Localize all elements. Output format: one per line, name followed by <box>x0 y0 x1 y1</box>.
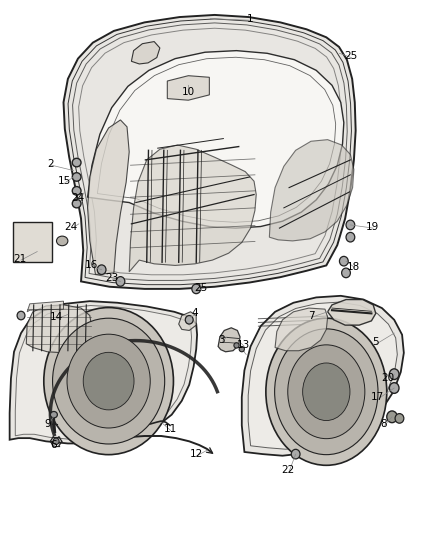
Text: 6: 6 <box>50 440 57 450</box>
Text: 1: 1 <box>246 14 253 23</box>
Ellipse shape <box>53 318 165 444</box>
Text: 7: 7 <box>307 311 314 320</box>
Ellipse shape <box>387 411 397 423</box>
Ellipse shape <box>339 256 348 266</box>
Polygon shape <box>269 140 354 241</box>
Ellipse shape <box>389 383 399 393</box>
Ellipse shape <box>192 284 201 294</box>
Ellipse shape <box>67 334 150 428</box>
Polygon shape <box>248 302 397 449</box>
Text: 17: 17 <box>371 392 384 402</box>
Text: 9: 9 <box>44 419 51 429</box>
Polygon shape <box>88 51 344 228</box>
Polygon shape <box>26 305 92 353</box>
Text: 22: 22 <box>282 465 295 475</box>
Polygon shape <box>179 312 196 330</box>
Ellipse shape <box>57 236 68 246</box>
Text: 20: 20 <box>381 374 394 383</box>
Ellipse shape <box>72 199 81 208</box>
Ellipse shape <box>346 220 355 230</box>
FancyBboxPatch shape <box>13 222 52 262</box>
Ellipse shape <box>303 363 350 421</box>
Ellipse shape <box>116 277 125 286</box>
Polygon shape <box>131 42 160 64</box>
Text: 24: 24 <box>71 193 85 203</box>
Text: 2: 2 <box>47 159 54 168</box>
Ellipse shape <box>342 268 350 278</box>
Polygon shape <box>275 308 328 351</box>
Text: 12: 12 <box>190 449 203 459</box>
Ellipse shape <box>50 411 57 418</box>
Polygon shape <box>15 305 191 439</box>
Text: 24: 24 <box>64 222 78 231</box>
Text: 16: 16 <box>85 261 98 270</box>
Polygon shape <box>88 120 129 274</box>
Text: 14: 14 <box>49 312 63 322</box>
Polygon shape <box>10 301 197 443</box>
Text: 4: 4 <box>191 309 198 318</box>
Ellipse shape <box>185 316 193 324</box>
Ellipse shape <box>53 438 59 445</box>
Ellipse shape <box>291 449 300 459</box>
Text: 13: 13 <box>237 341 250 350</box>
Polygon shape <box>328 300 376 325</box>
Polygon shape <box>242 296 404 456</box>
Ellipse shape <box>234 343 239 348</box>
Text: 25: 25 <box>344 51 357 61</box>
Text: 10: 10 <box>182 87 195 96</box>
Polygon shape <box>167 76 209 100</box>
Text: 21: 21 <box>13 254 26 263</box>
Ellipse shape <box>346 232 355 242</box>
Ellipse shape <box>395 414 404 423</box>
Ellipse shape <box>72 187 81 195</box>
Ellipse shape <box>389 369 399 379</box>
Polygon shape <box>218 328 240 352</box>
Text: 19: 19 <box>366 222 379 231</box>
Ellipse shape <box>44 308 173 455</box>
Ellipse shape <box>97 265 106 274</box>
Ellipse shape <box>72 158 81 167</box>
Ellipse shape <box>72 173 81 181</box>
Text: 3: 3 <box>218 335 225 345</box>
Text: 15: 15 <box>58 176 71 186</box>
Text: 8: 8 <box>380 419 387 429</box>
Polygon shape <box>129 145 256 272</box>
Polygon shape <box>27 301 64 312</box>
Text: 11: 11 <box>163 424 177 434</box>
Text: 25: 25 <box>194 283 207 293</box>
Ellipse shape <box>83 352 134 410</box>
Ellipse shape <box>239 346 244 352</box>
Text: 5: 5 <box>372 337 379 347</box>
Text: 23: 23 <box>105 273 118 283</box>
Text: 18: 18 <box>347 262 360 271</box>
Polygon shape <box>64 15 356 289</box>
Ellipse shape <box>266 318 387 465</box>
Ellipse shape <box>275 329 378 455</box>
Ellipse shape <box>288 345 365 439</box>
Ellipse shape <box>17 311 25 320</box>
